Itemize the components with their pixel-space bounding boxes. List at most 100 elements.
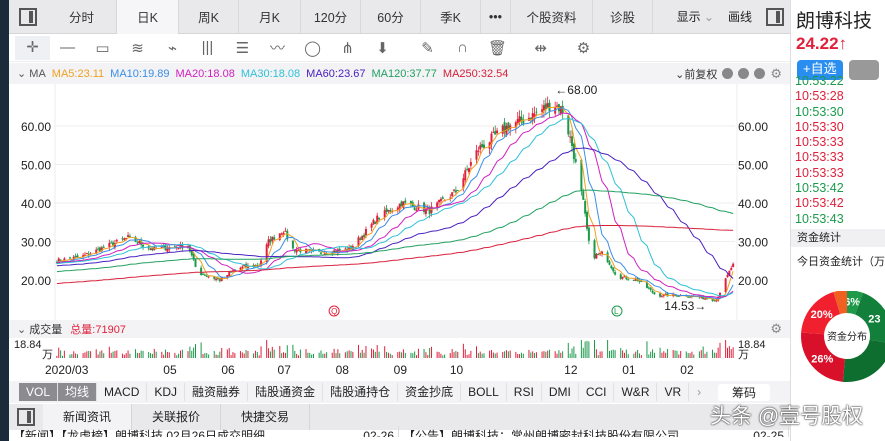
bottom-tab-1[interactable]: 关联报价	[132, 404, 222, 430]
indicator-tab-12[interactable]: W&R	[614, 383, 658, 401]
candle-body	[599, 252, 602, 254]
tab-0[interactable]: 分时	[47, 0, 117, 34]
indicator-tab-0[interactable]: VOL	[19, 383, 59, 401]
tab-2[interactable]: 周K	[179, 0, 239, 34]
indicator-tab-8[interactable]: BOLL	[461, 383, 507, 401]
candle-body	[59, 259, 62, 262]
rect-icon[interactable]: ▭	[95, 39, 110, 57]
candle-body	[715, 300, 718, 302]
volume-gear-icon[interactable]: ⚙	[770, 321, 782, 336]
kline-chart[interactable]: 60.00 60.00 50.00 50.00 40.00 40.00 30.00 30.00…	[9, 84, 790, 320]
text-icon[interactable]: ☰	[235, 39, 250, 57]
ma-collapse[interactable]: ⌄ MA	[17, 68, 46, 80]
y-tick-right: 60.00	[738, 120, 768, 134]
circle-icon[interactable]: ◯	[304, 39, 321, 57]
collapse-icon[interactable]	[722, 68, 734, 79]
candle-body	[702, 296, 705, 300]
indicator-tab-6[interactable]: 陆股通持仓	[323, 383, 399, 401]
candle-body	[226, 275, 229, 279]
tab-8[interactable]: 个股资料	[511, 0, 593, 34]
indicator-tab-7[interactable]: 资金抄底	[398, 383, 462, 401]
tab-3[interactable]: 月K	[239, 0, 301, 34]
x-tick: 06	[221, 363, 235, 377]
zoom-in-icon[interactable]	[738, 68, 750, 79]
right-panel-toggle-icon[interactable]	[766, 7, 784, 26]
bottom-tab-2[interactable]: 快捷交易	[221, 404, 311, 430]
crosshair-icon[interactable]: ✛	[15, 35, 50, 60]
candle-body	[438, 200, 441, 203]
up-arrow-icon: ↑	[838, 34, 848, 53]
candle-body	[100, 247, 103, 251]
tab-9[interactable]: 诊股	[593, 0, 653, 34]
fork-icon[interactable]: ⋔	[341, 39, 354, 57]
candle-body	[627, 279, 630, 281]
donut-slice	[801, 332, 845, 382]
magnet-icon[interactable]: ∩	[457, 39, 468, 56]
event-marker[interactable]	[611, 305, 623, 317]
candle-body	[102, 246, 105, 248]
ma30-line	[56, 118, 734, 297]
indicator-tab-10[interactable]: DMI	[542, 383, 579, 401]
adjust-dropdown[interactable]: ⌄前复权	[675, 68, 718, 81]
candle-body	[278, 233, 281, 241]
candle-body	[413, 207, 416, 211]
candle-body	[85, 252, 88, 254]
indicator-tab-13[interactable]: VR	[657, 383, 690, 401]
candle-body	[619, 274, 622, 279]
bottom-panel-toggle-icon[interactable]	[17, 408, 35, 426]
zoom-out-icon[interactable]	[754, 68, 766, 79]
volume-collapse[interactable]: ⌄ 成交量	[17, 324, 63, 336]
indicator-tab-9[interactable]: RSI	[507, 383, 542, 401]
line-icon[interactable]: —	[60, 39, 75, 56]
settings-icon[interactable]: ⚙	[576, 39, 591, 57]
more-button[interactable]	[848, 60, 879, 80]
trade-time: 10:53:33	[795, 165, 844, 180]
candle-body	[308, 249, 311, 251]
more-indicators-icon[interactable]: ›	[697, 385, 702, 399]
indicator-tab-4[interactable]: 融资融券	[185, 383, 249, 401]
indicator-tab-2[interactable]: MACD	[97, 383, 148, 401]
tab-5[interactable]: 60分	[361, 0, 421, 34]
tab-7[interactable]: •••	[481, 0, 511, 34]
candle-body	[595, 253, 598, 259]
candle-body	[638, 280, 641, 282]
trash-icon[interactable]: 🗑	[487, 39, 508, 57]
ma-label: MA	[29, 68, 46, 80]
gear-icon[interactable]: ⚙	[770, 65, 782, 81]
candle-body	[205, 275, 208, 277]
indicator-tab-11[interactable]: CCI	[579, 383, 615, 401]
arrow-down-icon[interactable]: ⬇	[376, 39, 389, 57]
candle-body	[271, 236, 274, 241]
low-label: 14.53→	[664, 299, 706, 313]
wave-icon[interactable]: 〰	[269, 40, 285, 57]
fit-icon[interactable]: ⇹	[534, 39, 547, 57]
vol-unit-left: 万	[42, 349, 53, 361]
tab-1[interactable]: 日K	[117, 0, 179, 34]
bottom-tab-0[interactable]: 新闻资讯	[43, 404, 133, 430]
tab-6[interactable]: 季K	[421, 0, 481, 34]
panel-toggle-icon[interactable]	[19, 7, 37, 26]
eraser-icon[interactable]: ✎	[421, 39, 434, 57]
candle-body	[123, 238, 126, 240]
vertical-lines-icon[interactable]: |||	[201, 39, 214, 56]
add-watchlist-button[interactable]: +自选	[797, 60, 843, 80]
indicator-tab-5[interactable]: 陆股通资金	[248, 383, 324, 401]
event-marker[interactable]	[328, 305, 340, 317]
chips-button[interactable]: 筹码	[717, 383, 770, 401]
news-item[interactable]: 【公告】朗博科技：常州朗博密封科技股份有限公司 02-25	[399, 426, 789, 437]
candle-body	[505, 125, 508, 136]
candle-body	[542, 105, 545, 111]
candle-body	[481, 144, 484, 148]
indicator-tab-3[interactable]: KDJ	[147, 383, 186, 401]
segment-icon[interactable]: ⌁	[167, 39, 178, 57]
candle-body	[522, 119, 525, 124]
trade-time: 10:53:30	[795, 104, 844, 119]
candle-body	[142, 244, 145, 247]
news-item[interactable]: 【新闻】【龙虎榜】朗博科技 02月26日成交明细 02-26	[9, 426, 399, 437]
fan-icon[interactable]: ≋	[131, 39, 144, 57]
indicator-tab-1[interactable]: 均线	[58, 383, 98, 401]
candle-body	[83, 254, 86, 256]
tab-4[interactable]: 120分	[301, 0, 361, 34]
display-menu[interactable]: 显示 ⌄	[677, 8, 714, 25]
draw-line-button[interactable]: 画线	[727, 10, 752, 24]
